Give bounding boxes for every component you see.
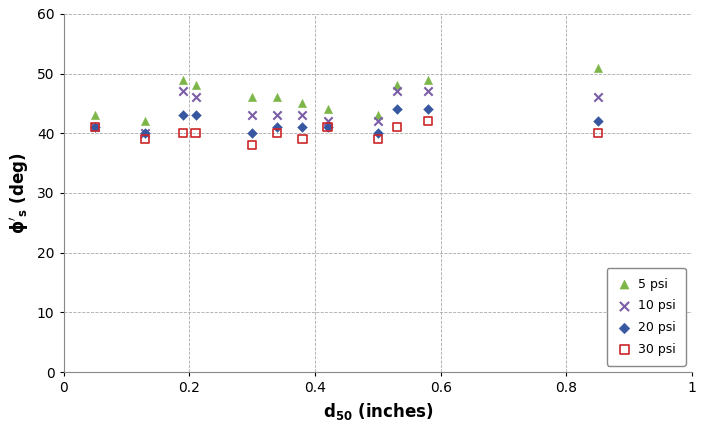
5 psi [140,118,151,125]
20 psi [190,112,201,119]
10 psi [372,118,384,125]
Y-axis label: $\mathbf{\phi'_s}$ (deg): $\mathbf{\phi'_s}$ (deg) [8,152,31,233]
10 psi [271,112,283,119]
20 psi [90,124,101,131]
5 psi [391,82,403,89]
20 psi [271,124,283,131]
10 psi [422,88,434,95]
5 psi [322,106,333,113]
10 psi [190,94,201,101]
5 psi [592,64,603,71]
5 psi [297,100,308,107]
5 psi [271,94,283,101]
10 psi [140,130,151,137]
30 psi [271,130,283,137]
5 psi [247,94,258,101]
X-axis label: $\mathbf{d_{50}}$ (inches): $\mathbf{d_{50}}$ (inches) [323,401,434,422]
20 psi [391,106,403,113]
30 psi [592,130,603,137]
10 psi [322,118,333,125]
20 psi [592,118,603,125]
10 psi [90,124,101,131]
10 psi [391,88,403,95]
5 psi [190,82,201,89]
5 psi [178,76,189,83]
30 psi [247,142,258,149]
30 psi [372,136,384,143]
30 psi [178,130,189,137]
30 psi [322,124,333,131]
20 psi [247,130,258,137]
30 psi [391,124,403,131]
20 psi [178,112,189,119]
5 psi [90,112,101,119]
Legend: 5 psi, 10 psi, 20 psi, 30 psi: 5 psi, 10 psi, 20 psi, 30 psi [607,267,686,366]
30 psi [140,136,151,143]
20 psi [297,124,308,131]
5 psi [372,112,384,119]
10 psi [178,88,189,95]
5 psi [422,76,434,83]
10 psi [592,94,603,101]
20 psi [140,130,151,137]
30 psi [297,136,308,143]
30 psi [90,124,101,131]
10 psi [297,112,308,119]
20 psi [322,124,333,131]
10 psi [247,112,258,119]
20 psi [422,106,434,113]
30 psi [190,130,201,137]
30 psi [422,118,434,125]
20 psi [372,130,384,137]
